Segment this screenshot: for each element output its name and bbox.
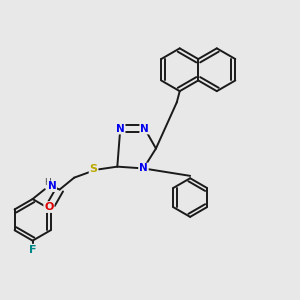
Text: F: F [29, 244, 36, 255]
Text: N: N [116, 124, 125, 134]
Text: N: N [139, 164, 148, 173]
Text: S: S [89, 164, 98, 174]
Text: N: N [140, 124, 149, 134]
Text: F: F [29, 244, 36, 255]
Text: H: H [44, 178, 50, 187]
Text: H: H [44, 178, 50, 187]
Text: N: N [47, 181, 56, 191]
Text: N: N [139, 164, 148, 173]
Text: O: O [44, 202, 54, 212]
Text: N: N [140, 124, 149, 134]
Text: O: O [44, 202, 54, 212]
Text: S: S [89, 164, 98, 174]
Text: N: N [116, 124, 125, 134]
Text: N: N [47, 181, 56, 191]
